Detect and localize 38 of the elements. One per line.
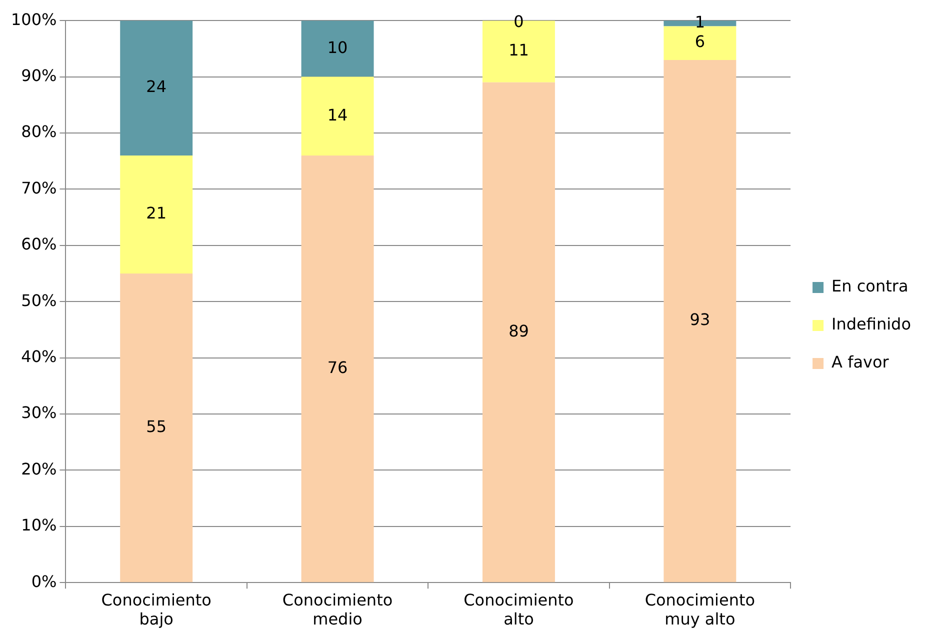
legend-label: Indefinido [832, 314, 911, 334]
y-tick-label: 0% [31, 572, 57, 591]
y-tick-label: 50% [21, 290, 57, 310]
y-tick-label: 80% [21, 122, 57, 142]
bar [120, 274, 193, 582]
bar [120, 20, 193, 156]
data-label: 0 [514, 12, 524, 31]
bar [301, 155, 374, 582]
x-tick-label: Conocimiento medio [282, 590, 393, 629]
bar [120, 155, 193, 274]
y-tick-label: 70% [21, 178, 57, 198]
x-tick-label: Conocimiento bajo [101, 590, 212, 629]
x-tick-label: Conocimiento alto [464, 590, 574, 629]
data-label: 93 [690, 310, 710, 330]
bar [664, 60, 736, 582]
data-label: 11 [508, 40, 529, 60]
x-tick-label: Conocimiento muy alto [644, 590, 756, 629]
data-label: 24 [146, 77, 167, 96]
data-label: 76 [327, 358, 348, 377]
y-tick-label: 30% [21, 403, 57, 422]
y-tick-label: 60% [21, 234, 57, 254]
legend-label: En contra [832, 276, 908, 296]
bar [301, 20, 374, 77]
data-label: 21 [146, 204, 167, 223]
data-label: 6 [694, 32, 706, 52]
bar [482, 82, 555, 582]
bar [664, 26, 736, 60]
bar [301, 76, 374, 156]
y-tick-label: 90% [21, 66, 57, 85]
y-tick-label: 40% [21, 346, 57, 366]
data-label: 89 [508, 321, 529, 340]
data-label: 55 [146, 416, 167, 436]
data-label: 14 [327, 105, 348, 124]
y-tick-label: 10% [21, 516, 57, 535]
legend-label: A favor [832, 352, 890, 372]
data-label: 10 [327, 38, 348, 57]
y-tick-label: 20% [21, 459, 57, 478]
y-tick-label: 100% [10, 10, 57, 29]
